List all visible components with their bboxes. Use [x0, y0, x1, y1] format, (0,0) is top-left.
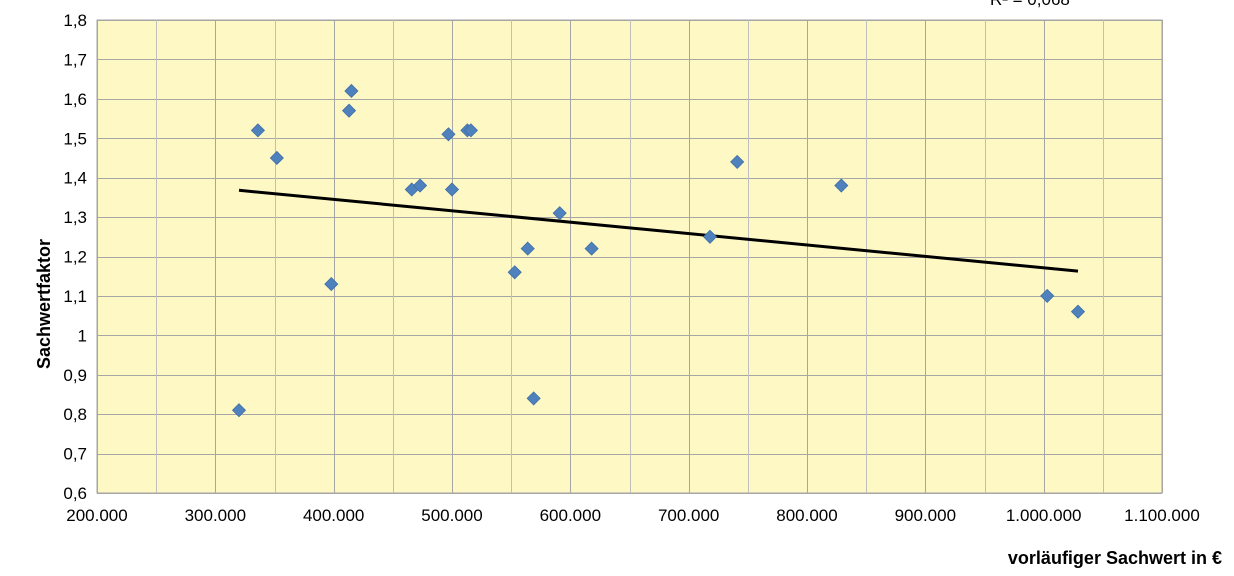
x-axis-tick-labels: 200.000 300.000 400.000 500.000 600.000 700.0… — [66, 506, 1200, 525]
data-point-8 — [441, 127, 456, 142]
x-tick-label: 700.000 — [658, 506, 719, 525]
y-tick-label: 1,8 — [63, 11, 87, 30]
data-point-2 — [269, 150, 284, 166]
data-point-9 — [444, 182, 460, 197]
data-point-1 — [250, 123, 265, 138]
x-tick-label: 300.000 — [185, 506, 246, 525]
data-point-12 — [507, 265, 522, 280]
y-tick-label: 1,5 — [63, 129, 87, 148]
data-point-15 — [552, 206, 567, 221]
data-point-3 — [324, 277, 339, 292]
linear-trendline — [238, 188, 1079, 273]
data-point-21 — [1070, 304, 1086, 319]
data-point-18 — [730, 154, 745, 169]
y-tick-label: 1,1 — [63, 287, 87, 306]
data-point-20 — [1040, 288, 1055, 303]
x-tick-label: 1.100.000 — [1124, 506, 1200, 525]
data-point-5 — [344, 83, 359, 99]
y-tick-label: 1,2 — [63, 248, 87, 267]
y-tick-label: 1 — [78, 326, 87, 345]
data-point-17 — [702, 229, 718, 244]
y-tick-label: 1,4 — [63, 169, 87, 188]
r-squared-label: R² = 0,068 — [990, 0, 1070, 9]
y-tick-label: 0,8 — [63, 405, 87, 424]
data-point-11 — [463, 123, 478, 138]
x-tick-label: 900.000 — [895, 506, 956, 525]
y-tick-label: 1,3 — [63, 208, 87, 227]
y-tick-label: 1,7 — [63, 50, 87, 69]
data-points — [231, 83, 1086, 418]
x-tick-label: 200.000 — [66, 506, 127, 525]
x-tick-label: 400.000 — [303, 506, 364, 525]
data-point-13 — [520, 241, 535, 256]
data-point-7 — [412, 178, 428, 193]
x-tick-label: 800.000 — [776, 506, 837, 525]
y-axis-tick-labels: 0,6 0,7 0,8 0,9 1 1,1 1,2 1,3 1,4 1,5 1,6 1,7 1,8 — [63, 11, 87, 503]
y-tick-label: 0,7 — [63, 445, 87, 464]
plot-area — [96, 19, 1163, 494]
x-tick-label: 1.000.000 — [1006, 506, 1082, 525]
gridlines — [97, 20, 1163, 494]
x-tick-label: 600.000 — [540, 506, 601, 525]
data-point-0 — [231, 403, 247, 418]
data-point-4 — [341, 103, 357, 118]
y-tick-label: 1,6 — [63, 90, 87, 109]
data-point-14 — [526, 391, 541, 406]
data-point-16 — [584, 241, 599, 256]
trendline-group — [238, 188, 1079, 273]
y-axis-title: Sachwertfaktor — [34, 239, 54, 369]
y-tick-label: 0,9 — [63, 366, 87, 385]
y-tick-label: 0,6 — [63, 484, 87, 503]
x-tick-label: 500.000 — [421, 506, 482, 525]
data-point-19 — [834, 178, 849, 193]
x-axis-title: vorläufiger Sachwert in € — [1008, 548, 1222, 568]
